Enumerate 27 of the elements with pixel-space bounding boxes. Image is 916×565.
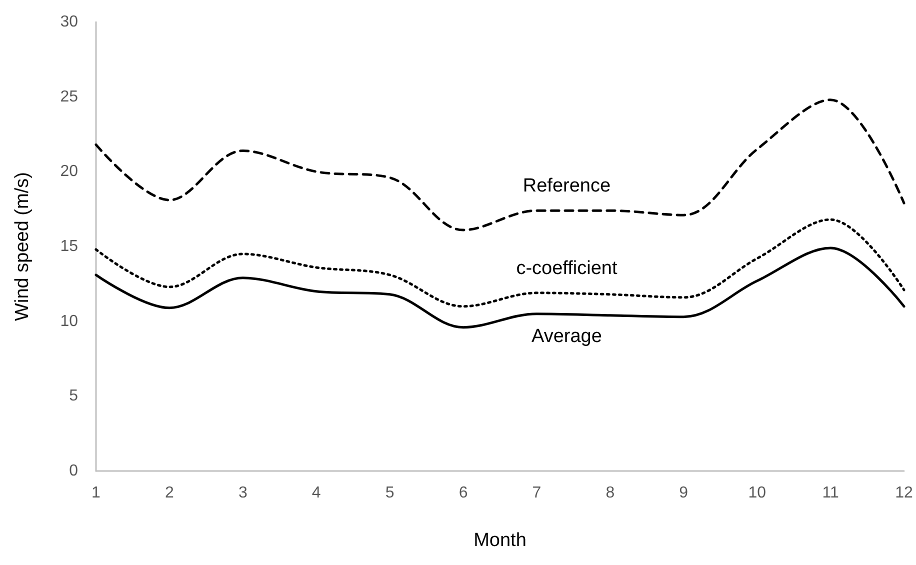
y-axis-title: Wind speed (m/s) — [12, 172, 33, 321]
y-tick-label: 30 — [60, 14, 78, 30]
series-label: Reference — [522, 176, 611, 197]
x-tick-label: 9 — [679, 484, 688, 502]
x-tick-label: 7 — [532, 484, 542, 502]
x-tick-label: 6 — [458, 484, 468, 502]
line-series — [94, 218, 906, 308]
x-tick-label: 10 — [748, 484, 766, 502]
x-tick-label: 12 — [895, 484, 913, 502]
x-axis-title: Month — [474, 530, 526, 551]
x-tick-label: 5 — [385, 484, 394, 502]
line-series — [94, 246, 906, 329]
y-tick-label: 0 — [69, 462, 78, 480]
x-tick-label: 11 — [822, 484, 839, 502]
y-tick-label: 20 — [60, 163, 78, 180]
y-tick-label: 15 — [60, 238, 78, 255]
x-tick-label: 1 — [92, 484, 101, 502]
y-tick-label: 5 — [69, 388, 78, 405]
line-series — [94, 98, 906, 232]
x-tick-label: 2 — [165, 484, 174, 502]
x-tick-label: 3 — [238, 484, 248, 502]
y-tick-label: 25 — [60, 88, 78, 106]
x-tick-label: 4 — [312, 484, 321, 502]
x-tick-label: 8 — [606, 484, 615, 502]
y-tick-label: 10 — [60, 312, 78, 330]
series-label: Average — [532, 326, 602, 347]
series-label: c-coefficient — [516, 258, 618, 279]
